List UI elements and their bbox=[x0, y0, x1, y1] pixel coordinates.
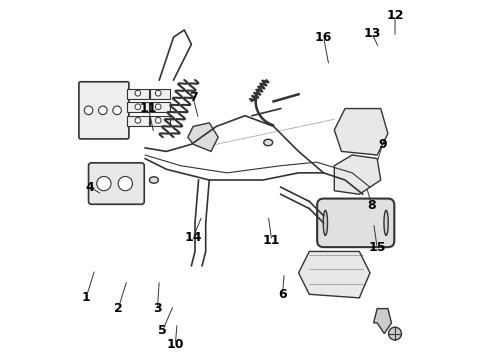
Ellipse shape bbox=[323, 210, 327, 235]
Text: 13: 13 bbox=[363, 27, 381, 40]
Text: 10: 10 bbox=[167, 338, 184, 351]
Circle shape bbox=[155, 104, 161, 110]
Bar bbox=[127, 89, 148, 99]
Text: 9: 9 bbox=[378, 138, 387, 151]
Circle shape bbox=[97, 176, 111, 191]
Circle shape bbox=[98, 106, 107, 114]
Text: 2: 2 bbox=[114, 302, 122, 315]
Text: 4: 4 bbox=[85, 181, 94, 194]
Polygon shape bbox=[298, 251, 370, 298]
Circle shape bbox=[84, 106, 93, 114]
Text: 16: 16 bbox=[315, 31, 332, 44]
Text: 12: 12 bbox=[386, 9, 404, 22]
Text: 6: 6 bbox=[278, 288, 287, 301]
Bar bbox=[127, 116, 148, 126]
Bar bbox=[150, 102, 170, 112]
Circle shape bbox=[135, 90, 141, 96]
Ellipse shape bbox=[264, 139, 272, 146]
Bar bbox=[127, 102, 148, 112]
Circle shape bbox=[118, 176, 132, 191]
Text: 14: 14 bbox=[184, 231, 202, 244]
Text: 7: 7 bbox=[189, 91, 197, 104]
Bar bbox=[150, 116, 170, 126]
FancyBboxPatch shape bbox=[89, 163, 144, 204]
Text: 15: 15 bbox=[368, 241, 386, 255]
Circle shape bbox=[135, 117, 141, 123]
Text: 11: 11 bbox=[263, 234, 281, 247]
Polygon shape bbox=[373, 309, 392, 334]
FancyBboxPatch shape bbox=[79, 82, 129, 139]
Polygon shape bbox=[334, 109, 388, 155]
Text: 8: 8 bbox=[368, 198, 376, 212]
Circle shape bbox=[135, 104, 141, 110]
FancyBboxPatch shape bbox=[317, 199, 394, 247]
Bar bbox=[150, 89, 170, 99]
Ellipse shape bbox=[384, 210, 388, 235]
Circle shape bbox=[113, 106, 122, 114]
Text: 3: 3 bbox=[153, 302, 162, 315]
Text: 5: 5 bbox=[158, 324, 167, 337]
Circle shape bbox=[389, 327, 401, 340]
Text: 11: 11 bbox=[140, 102, 157, 115]
Polygon shape bbox=[334, 155, 381, 194]
Circle shape bbox=[155, 117, 161, 123]
Circle shape bbox=[155, 90, 161, 96]
Ellipse shape bbox=[149, 177, 158, 183]
Polygon shape bbox=[188, 123, 218, 152]
Text: 1: 1 bbox=[82, 291, 91, 305]
